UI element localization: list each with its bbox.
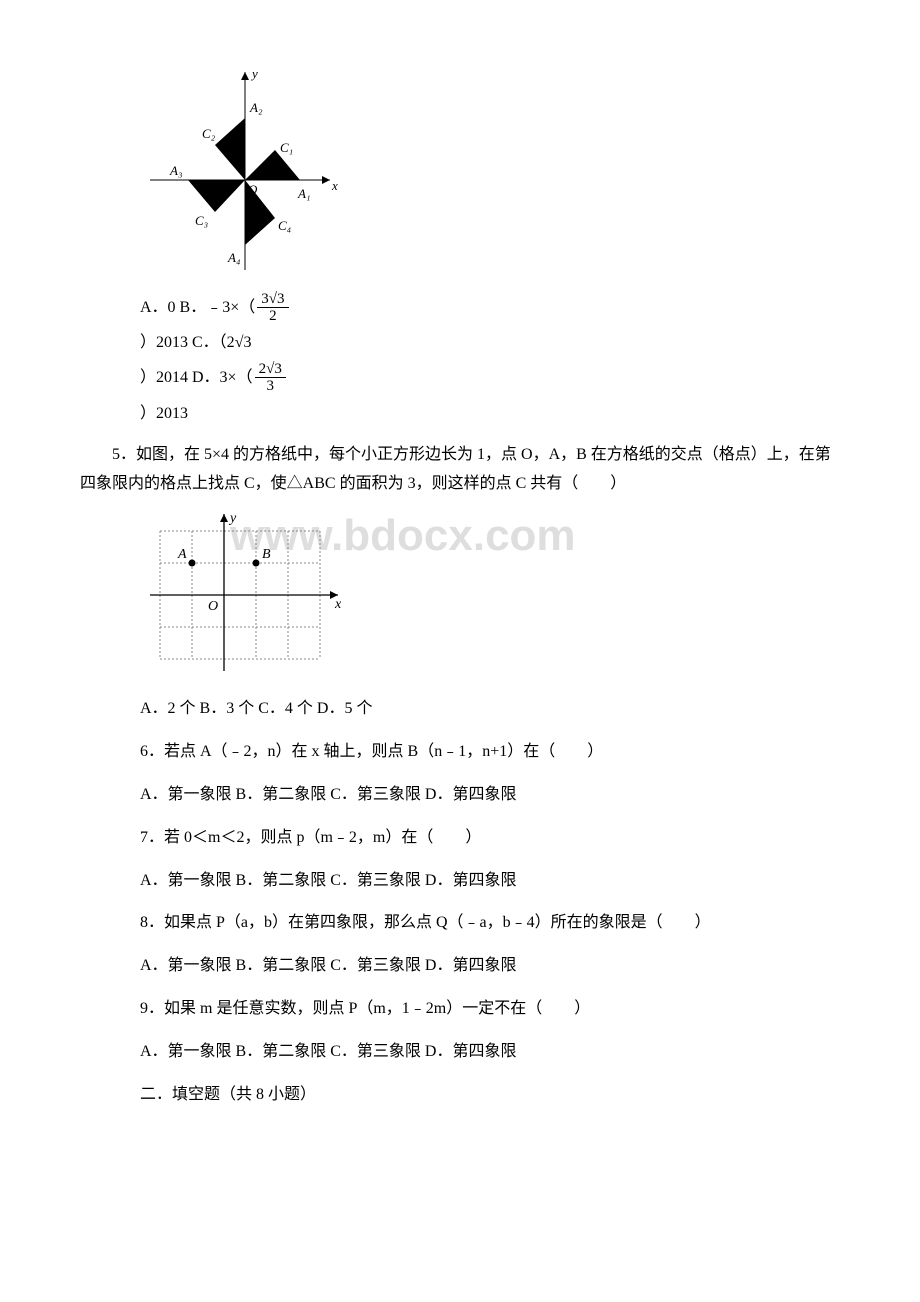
c4-label: C₄ [278,218,292,233]
q7-answers: A．第一象限 B．第二象限 C．第三象限 D．第四象限 [140,867,840,896]
q4-frac1: 3√3 2 [257,291,288,325]
q4-frac2-den: 3 [262,378,278,395]
grid-o-label: O [208,599,218,614]
axis-x-label: x [331,178,338,193]
grid-svg: y x O A B [140,506,350,681]
q8-text: 8．如果点 P（a，b）在第四象限，那么点 Q（﹣a，b﹣4）所在的象限是（ ） [140,909,840,938]
grid-a-label: A [177,547,187,562]
q4-frac2: 2√3 3 [255,361,286,395]
a1-label: A₁ [297,186,310,201]
q4-line2: ）2013 C．（2 [140,325,235,360]
q4-optA: A．0 B．﹣3×（ [140,290,255,325]
q4-answers: A．0 B．﹣3×（ 3√3 2 ）2013 C．（2 √3 ）2014 D．3… [140,290,840,431]
page-content: y x O A₁ A₂ A₃ A₄ C₁ C₂ C₃ C₄ A．0 B．﹣3×（… [80,60,840,1109]
grid-y-label: y [228,511,237,526]
q6-answers: A．第一象限 B．第二象限 C．第三象限 D．第四象限 [140,781,840,810]
q4-frac1-den: 2 [265,308,281,325]
c3-label: C₃ [195,213,208,228]
q4-line2-sqrt: √3 [235,325,252,360]
pinwheel-svg: y x O A₁ A₂ A₃ A₄ C₁ C₂ C₃ C₄ [140,60,340,280]
figure-pinwheel: y x O A₁ A₂ A₃ A₄ C₁ C₂ C₃ C₄ [140,60,840,280]
q5-text: 5．如图，在 5×4 的方格纸中，每个小正方形边长为 1，点 O，A，B 在方格… [80,441,840,499]
a4-label: A₄ [227,250,241,265]
q6-text: 6．若点 A（﹣2，n）在 x 轴上，则点 B（n﹣1，n+1）在（ ） [140,738,840,767]
q9-answers: A．第一象限 B．第二象限 C．第三象限 D．第四象限 [140,1038,840,1067]
q4-frac2-num: 2√3 [259,361,282,377]
origin-label: O [248,182,258,197]
section-2-title: 二．填空题（共 8 小题） [140,1081,840,1110]
q4-frac1-num: 3√3 [261,291,284,307]
grid-x-label: x [334,597,342,612]
figure-grid: y x O A B [140,506,840,681]
a2-label: A₂ [249,100,263,115]
q8-answers: A．第一象限 B．第二象限 C．第三象限 D．第四象限 [140,952,840,981]
axis-y-label: y [250,66,258,81]
q4-line3: ）2014 D．3×（ [140,360,253,395]
grid-b-label: B [262,547,271,562]
q4-line4: ）2013 [140,396,188,431]
c2-label: C₂ [202,126,216,141]
q9-text: 9．如果 m 是任意实数，则点 P（m，1﹣2m）一定不在（ ） [140,995,840,1024]
q7-text: 7．若 0＜m＜2，则点 p（m﹣2，m）在（ ） [140,824,840,853]
q5-answers: A．2 个 B．3 个 C．4 个 D．5 个 [140,695,840,724]
c1-label: C₁ [280,140,293,155]
a3-label: A₃ [169,163,182,178]
